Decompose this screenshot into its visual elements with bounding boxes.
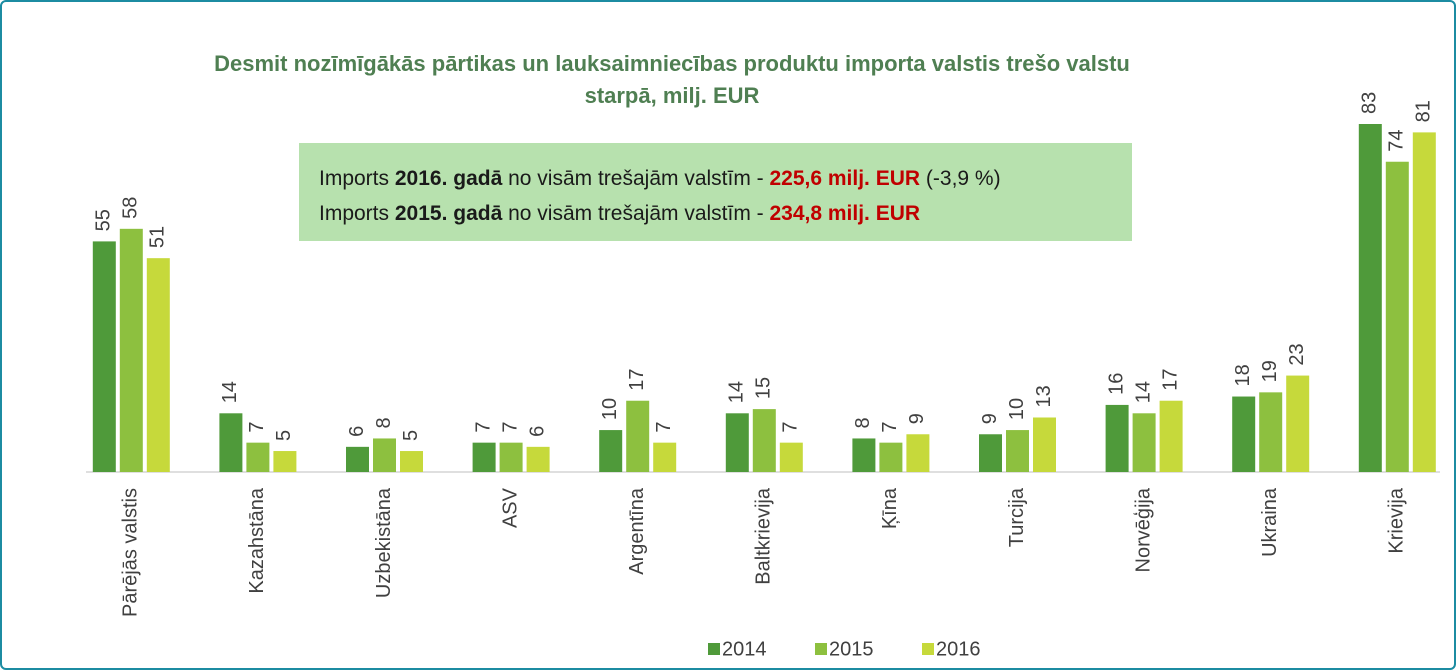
- value-label: 19: [1259, 360, 1281, 382]
- annotation-text: Imports: [319, 167, 395, 190]
- bar: [400, 451, 423, 472]
- bar: [979, 434, 1002, 472]
- bar: [626, 400, 650, 472]
- value-label: 9: [906, 413, 928, 424]
- value-label: 14: [1132, 381, 1154, 403]
- value-label: 6: [526, 426, 548, 437]
- bar: [1412, 132, 1436, 472]
- x-tick-label: Ukraina: [1259, 487, 1281, 557]
- value-label: 10: [1006, 398, 1028, 420]
- legend-swatch: [922, 643, 934, 655]
- bar: [1006, 430, 1029, 472]
- bar: [779, 442, 803, 472]
- annotation-text: (-3,9 %): [920, 167, 1001, 190]
- value-label: 7: [879, 422, 901, 433]
- value-label: 17: [626, 368, 648, 390]
- bar: [92, 241, 116, 472]
- value-label: 14: [219, 381, 241, 403]
- annotation-line: Imports 2015. gadā no visām trešajām val…: [319, 196, 1132, 231]
- bar: [906, 434, 930, 472]
- value-label: 16: [1105, 373, 1127, 395]
- annotation: Imports 2016. gadā no visām trešajām val…: [299, 143, 1132, 241]
- value-label: 55: [93, 209, 115, 231]
- annotation-text: 2015. gadā: [394, 202, 503, 225]
- bar: [472, 442, 496, 472]
- value-label: 51: [147, 226, 169, 248]
- bar: [1358, 124, 1382, 472]
- bar: [273, 451, 297, 472]
- value-label: 14: [726, 381, 748, 403]
- annotation-text: 225,6 milj. EUR: [769, 167, 921, 190]
- bar: [346, 446, 369, 472]
- bar: [1385, 161, 1409, 473]
- value-label: 7: [246, 422, 268, 433]
- value-label: 74: [1386, 129, 1408, 151]
- bar: [752, 409, 776, 472]
- value-label: 7: [499, 422, 521, 433]
- x-tick-label: Pārējās valstis: [120, 488, 142, 617]
- bar: [246, 442, 270, 472]
- value-label: 7: [472, 422, 494, 433]
- bar: [1259, 392, 1283, 472]
- bar: [146, 258, 170, 472]
- value-label: 5: [400, 430, 422, 441]
- value-label: 8: [852, 417, 874, 428]
- value-label: 9: [979, 413, 1001, 424]
- bar: [1033, 417, 1056, 472]
- value-label: 7: [653, 422, 675, 433]
- x-tick-label: Baltkrievija: [753, 487, 775, 585]
- legend-label: 2015: [829, 638, 874, 660]
- annotation-text: no visām trešajām valstīm -: [502, 202, 770, 225]
- bar: [599, 430, 623, 472]
- legend-swatch: [815, 643, 827, 655]
- bar: [1232, 396, 1256, 472]
- x-tick-label: Turcija: [1006, 487, 1028, 547]
- bar: [526, 446, 550, 472]
- bar: [879, 442, 903, 472]
- bar: [219, 413, 243, 472]
- bar: [653, 442, 677, 472]
- value-label: 13: [1033, 385, 1055, 407]
- annotation-text: Imports: [319, 202, 395, 225]
- bar: [1286, 375, 1310, 472]
- annotation-text: no visām trešajām valstīm -: [502, 167, 770, 190]
- bar: [1132, 413, 1156, 472]
- bar: [119, 228, 143, 472]
- annotation-text: 2016. gadā: [394, 167, 503, 190]
- bar: [499, 442, 523, 472]
- value-label: 6: [346, 426, 368, 437]
- value-label: 10: [599, 398, 621, 420]
- x-tick-label: Krievija: [1386, 487, 1408, 553]
- legend-label: 2016: [936, 638, 981, 660]
- annotation-line: Imports 2016. gadā no visām trešajām val…: [319, 161, 1132, 196]
- bar: [1105, 404, 1129, 472]
- bar: [373, 438, 396, 472]
- bar: [1159, 400, 1183, 472]
- x-tick-label: Kazahstāna: [246, 487, 268, 594]
- annotation-text: 234,8 milj. EUR: [769, 202, 921, 225]
- value-label: 23: [1286, 343, 1308, 365]
- value-label: 58: [120, 197, 142, 219]
- value-label: 15: [753, 377, 775, 399]
- chart-title: Desmit nozīmīgākās pārtikas un lauksaimn…: [214, 51, 1130, 108]
- bar: [725, 413, 749, 472]
- legend-swatch: [708, 643, 720, 655]
- legend-label: 2014: [722, 638, 767, 660]
- value-label: 81: [1413, 100, 1435, 122]
- x-tick-label: Argentīna: [626, 487, 648, 575]
- value-label: 17: [1159, 368, 1181, 390]
- value-label: 8: [373, 417, 395, 428]
- value-label: 7: [780, 422, 802, 433]
- x-tick-label: Uzbekistāna: [373, 487, 395, 598]
- bar: [852, 438, 876, 472]
- value-label: 5: [273, 430, 295, 441]
- value-label: 83: [1359, 92, 1381, 114]
- x-tick-label: ASV: [499, 487, 521, 528]
- value-label: 18: [1232, 364, 1254, 386]
- x-tick-label: Norvēģija: [1132, 487, 1154, 572]
- x-tick-label: Ķīna: [879, 487, 901, 529]
